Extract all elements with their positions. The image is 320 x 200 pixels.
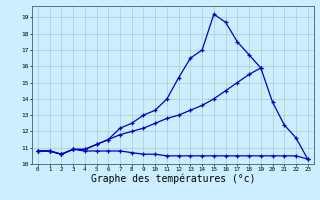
X-axis label: Graphe des températures (°c): Graphe des températures (°c) — [91, 174, 255, 184]
